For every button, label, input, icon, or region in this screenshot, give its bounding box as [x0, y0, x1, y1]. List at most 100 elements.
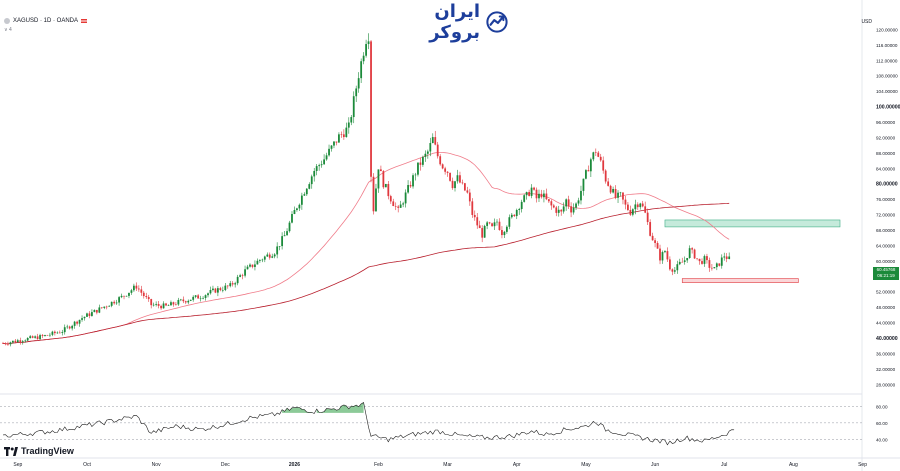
candle-body	[394, 206, 397, 207]
candle-body	[439, 156, 442, 165]
candle-body	[310, 176, 313, 185]
candle-body	[720, 257, 723, 266]
candle-body	[607, 181, 610, 186]
candle-body	[505, 226, 508, 232]
candle-body	[587, 170, 590, 172]
candle-body	[550, 201, 553, 206]
candle-body	[461, 182, 464, 184]
candle-body	[61, 332, 64, 333]
price-tick-label: 44.00000	[876, 321, 896, 326]
candle-body	[21, 341, 24, 342]
candle-body	[152, 304, 155, 306]
candle-body	[454, 181, 456, 189]
time-tick-label: 2026	[289, 462, 300, 468]
candle-body	[150, 299, 153, 306]
candle-body	[560, 209, 563, 212]
candle-body	[641, 203, 644, 207]
candle-body	[619, 192, 622, 194]
candle-body	[459, 175, 461, 183]
last-price-tag: 60.45768 06:21:19	[873, 267, 899, 280]
price-tick-label: 72.00000	[876, 213, 896, 218]
candle-body	[273, 254, 276, 257]
candle-body	[513, 214, 516, 217]
candle-body	[177, 299, 180, 305]
candle-body	[36, 336, 39, 340]
candle-body	[362, 55, 365, 62]
candle-body	[9, 342, 12, 345]
candle-body	[387, 183, 390, 197]
candle-body	[281, 236, 284, 247]
time-tick-label: Jun	[651, 462, 659, 468]
price-axis[interactable]: 120.00000 116.00000 112.00000 108.00000 104.…	[876, 27, 900, 387]
candle-body	[436, 144, 439, 157]
price-tick-label: 112.00000	[876, 58, 898, 63]
supply-zone	[664, 219, 841, 228]
candle-body	[706, 256, 708, 261]
candle-body	[547, 199, 550, 202]
candle-body	[449, 172, 451, 181]
candle-body	[271, 256, 274, 258]
candle-body	[209, 289, 212, 294]
candle-body	[402, 203, 405, 205]
candle-body	[219, 288, 222, 291]
time-tick-label: May	[581, 462, 591, 468]
bar-countdown: 06:21:19	[877, 273, 895, 278]
candle-body	[463, 183, 466, 191]
candle-body	[533, 187, 535, 190]
candle-body	[63, 327, 66, 333]
candle-body	[58, 332, 61, 334]
moving-averages	[2, 152, 730, 345]
candle-body	[407, 185, 409, 193]
candle-body	[444, 168, 447, 172]
candle-body	[98, 307, 101, 313]
candle-body	[239, 275, 242, 277]
candle-body	[701, 261, 703, 264]
candle-body	[426, 151, 429, 154]
indicator-toggle[interactable]: ∨ 4	[4, 27, 12, 33]
candle-body	[93, 309, 96, 313]
price-tick-label: 32.00000	[876, 367, 896, 372]
candle-body	[340, 134, 343, 135]
price-tick-label: 68.00000	[876, 228, 896, 233]
candle-body	[308, 184, 311, 189]
candle-body	[105, 306, 108, 308]
candle-body	[66, 326, 69, 328]
price-tick-label: 96.00000	[876, 120, 896, 125]
candle-body	[681, 261, 684, 263]
candle-body	[577, 200, 580, 204]
symbol-header[interactable]: XAGUSD · 1D · OANDA	[4, 18, 88, 24]
tradingview-brand[interactable]: TradingView	[4, 446, 74, 456]
candle-body	[545, 193, 548, 200]
candle-body	[19, 340, 22, 342]
candle-body	[417, 162, 419, 175]
candle-body	[95, 309, 98, 313]
candle-body	[268, 254, 271, 258]
candle-body	[431, 137, 434, 144]
time-axis[interactable]: Sep Oct Nov Dec 2026 Feb Mar Apr May Jun Jul Aug Sep	[13, 462, 867, 468]
candle-body	[723, 256, 726, 258]
market-status-icon	[81, 19, 88, 23]
candle-body	[594, 152, 597, 153]
candle-body	[639, 203, 642, 208]
candle-body	[39, 335, 41, 340]
candle-body	[708, 260, 711, 268]
candle-body	[197, 295, 200, 299]
candle-series	[2, 33, 731, 347]
candle-body	[713, 267, 716, 269]
candle-body	[34, 336, 37, 338]
price-tick-label: 48.00000	[876, 305, 896, 310]
time-tick-label: Feb	[374, 462, 383, 468]
candle-body	[698, 258, 701, 262]
candle-body	[654, 240, 656, 243]
candle-body	[644, 206, 647, 213]
candle-body	[451, 180, 454, 189]
price-tick-label: 116.00000	[876, 43, 898, 48]
price-zones	[664, 219, 841, 283]
candle-body	[488, 222, 491, 224]
candle-body	[73, 321, 76, 326]
candle-body	[113, 301, 116, 304]
candle-body	[207, 293, 209, 296]
price-tick-label: 88.00000	[876, 151, 896, 156]
candle-body	[409, 185, 412, 187]
